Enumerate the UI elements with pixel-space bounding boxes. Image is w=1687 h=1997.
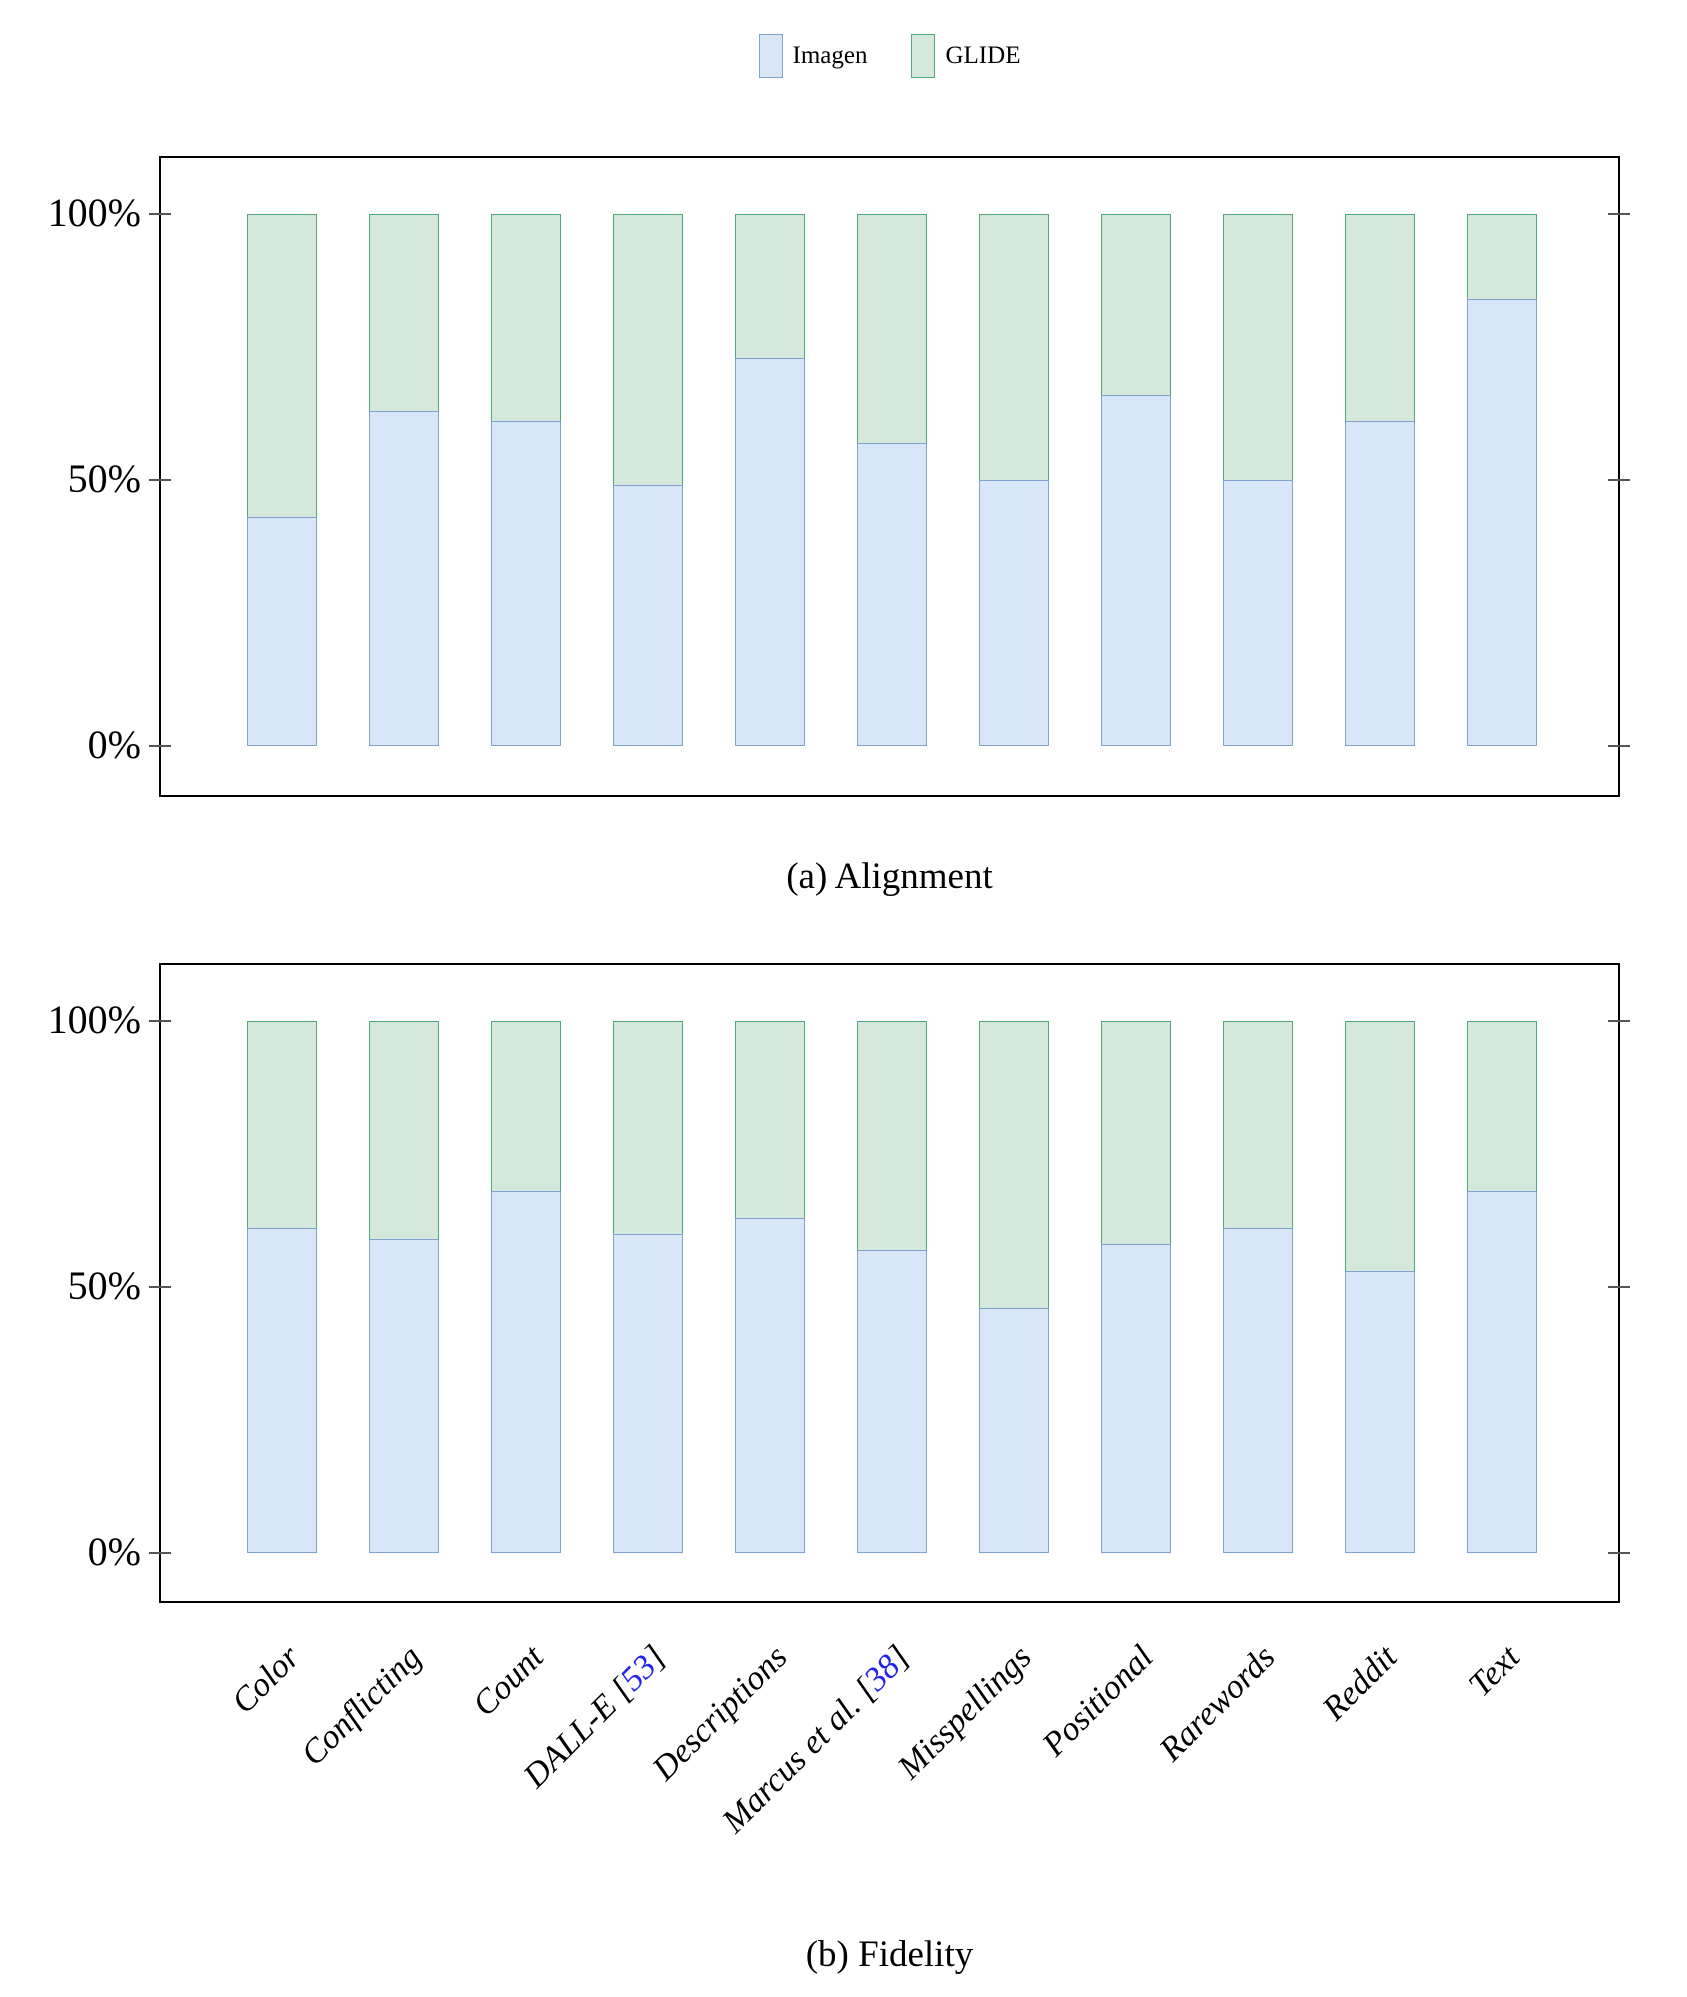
imagen-bar-segment bbox=[979, 480, 1049, 746]
legend-label: GLIDE bbox=[945, 42, 1021, 69]
alignment-chart-plot: 0% 50% 100% bbox=[48, 156, 1630, 797]
imagen-bar-segment bbox=[857, 1249, 927, 1553]
glide-bar-segment bbox=[735, 1021, 805, 1218]
imagen-bar-segment bbox=[613, 1233, 683, 1553]
citation-link[interactable]: 53 bbox=[613, 1647, 664, 1699]
imagen-bar-segment bbox=[735, 1217, 805, 1553]
imagen-bar-segment bbox=[491, 1191, 561, 1553]
imagen-bar-segment bbox=[1101, 1244, 1171, 1553]
imagen-bar-segment bbox=[1223, 1228, 1293, 1553]
glide-bar-segment bbox=[1101, 214, 1171, 395]
y-tick bbox=[1608, 479, 1630, 481]
y-tick bbox=[149, 213, 171, 215]
imagen-swatch-icon bbox=[758, 34, 783, 78]
imagen-bar-segment bbox=[613, 485, 683, 746]
y-tick bbox=[1608, 745, 1630, 747]
y-tick bbox=[149, 479, 171, 481]
y-tick-label: 0% bbox=[87, 1529, 141, 1574]
y-tick bbox=[1608, 213, 1630, 215]
y-tick bbox=[1608, 1286, 1630, 1288]
glide-bar-segment bbox=[857, 1021, 927, 1250]
glide-bar-segment bbox=[979, 214, 1049, 480]
x-axis-label: Conflicting bbox=[294, 1638, 429, 1773]
fidelity-chart-plot: 0% 50% 100% bbox=[48, 963, 1630, 1603]
glide-bar-segment bbox=[247, 214, 317, 518]
imagen-bar-segment bbox=[1467, 1191, 1537, 1553]
glide-bar-segment bbox=[1467, 1021, 1537, 1192]
legend-label: Imagen bbox=[792, 42, 868, 69]
glide-bar-segment bbox=[613, 1021, 683, 1234]
legend: Imagen GLIDE bbox=[159, 28, 1620, 84]
glide-bar-segment bbox=[979, 1021, 1049, 1309]
y-tick-label: 100% bbox=[47, 997, 141, 1042]
y-tick bbox=[149, 1552, 171, 1554]
y-tick-label: 50% bbox=[67, 1263, 141, 1308]
glide-bar-segment bbox=[247, 1021, 317, 1229]
imagen-bar-segment bbox=[491, 421, 561, 746]
glide-bar-segment bbox=[1101, 1021, 1171, 1245]
imagen-bar-segment bbox=[1101, 394, 1171, 746]
glide-bar-segment bbox=[369, 1021, 439, 1240]
imagen-bar-segment bbox=[369, 1239, 439, 1553]
x-axis-label: Text bbox=[1461, 1638, 1527, 1704]
imagen-bar-segment bbox=[735, 357, 805, 746]
imagen-bar-segment bbox=[857, 442, 927, 746]
legend-item-glide: GLIDE bbox=[911, 34, 1020, 78]
x-axis-label: Reddit bbox=[1315, 1638, 1405, 1728]
imagen-bar-segment bbox=[1223, 480, 1293, 746]
glide-bar-segment bbox=[491, 214, 561, 422]
y-tick bbox=[1608, 1552, 1630, 1554]
imagen-bar-segment bbox=[1345, 421, 1415, 746]
glide-bar-segment bbox=[857, 214, 927, 443]
imagen-bar-segment bbox=[247, 1228, 317, 1553]
y-tick-label: 100% bbox=[47, 190, 141, 235]
glide-bar-segment bbox=[735, 214, 805, 358]
citation-link[interactable]: 38 bbox=[857, 1647, 908, 1699]
glide-bar-segment bbox=[369, 214, 439, 411]
legend-item-imagen: Imagen bbox=[758, 34, 868, 78]
x-axis-label: Rarewords bbox=[1152, 1638, 1283, 1769]
glide-bar-segment bbox=[491, 1021, 561, 1192]
glide-bar-segment bbox=[1467, 214, 1537, 300]
x-axis-label: Count bbox=[465, 1638, 551, 1724]
glide-bar-segment bbox=[1223, 214, 1293, 480]
y-tick bbox=[1608, 1020, 1630, 1022]
y-tick-label: 0% bbox=[87, 722, 141, 767]
glide-bar-segment bbox=[1345, 1021, 1415, 1272]
x-axis-label: Positional bbox=[1035, 1638, 1161, 1764]
imagen-bar-segment bbox=[369, 410, 439, 746]
glide-bar-segment bbox=[1223, 1021, 1293, 1229]
imagen-bar-segment bbox=[1345, 1271, 1415, 1553]
imagen-bar-segment bbox=[247, 517, 317, 746]
x-axis-label: Color bbox=[224, 1638, 307, 1721]
x-axis-labels: Color Conflicting Count DALL-E [53] Descript… bbox=[159, 1603, 1620, 1933]
glide-bar-segment bbox=[613, 214, 683, 486]
y-tick-label: 50% bbox=[67, 456, 141, 501]
imagen-bar-segment bbox=[1467, 299, 1537, 746]
y-tick bbox=[149, 1286, 171, 1288]
glide-bar-segment bbox=[1345, 214, 1415, 422]
alignment-caption: (a) Alignment bbox=[786, 856, 993, 897]
fidelity-caption: (b) Fidelity bbox=[805, 1934, 974, 1975]
y-tick bbox=[149, 745, 171, 747]
y-tick bbox=[149, 1020, 171, 1022]
imagen-bar-segment bbox=[979, 1308, 1049, 1553]
glide-swatch-icon bbox=[911, 34, 936, 78]
